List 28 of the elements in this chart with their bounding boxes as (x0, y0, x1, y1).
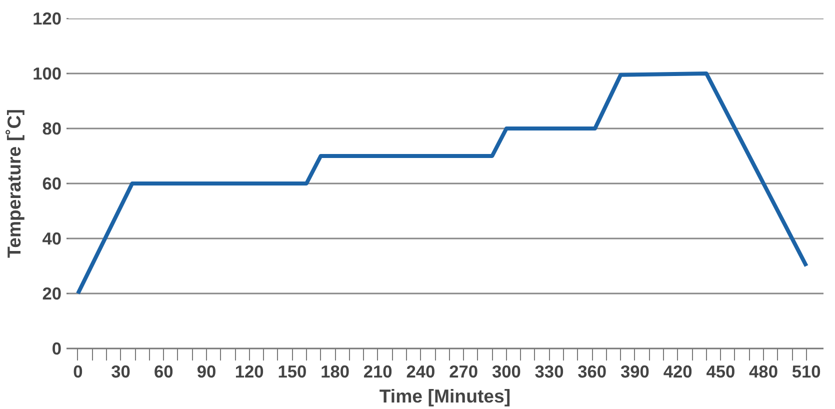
y-tick-label: 120 (32, 8, 62, 28)
x-tick-label: 60 (154, 362, 174, 382)
x-tick-label: 360 (578, 362, 607, 382)
x-tick-label: 390 (620, 362, 650, 382)
y-tick-label: 60 (42, 174, 62, 194)
x-tick-label: 300 (492, 362, 521, 382)
x-tick-label: 480 (749, 362, 778, 382)
x-tick-label: 150 (278, 362, 307, 382)
y-axis-title: Temperature [˚C] (4, 109, 25, 258)
x-tick-label: 330 (534, 362, 564, 382)
y-tick-label: 80 (42, 118, 62, 138)
x-axis-title: Time [Minutes] (379, 386, 511, 406)
x-tick-label: 30 (111, 362, 130, 382)
x-tick-label: 210 (363, 362, 392, 382)
x-tick-label: 90 (196, 362, 216, 382)
x-tick-label: 510 (792, 362, 821, 382)
x-tick-label: 420 (663, 362, 692, 382)
line-series (76, 72, 808, 296)
x-tick-label: 0 (73, 362, 83, 382)
y-tick-label: 100 (32, 64, 62, 84)
x-tick-label: 180 (320, 362, 350, 382)
x-tick-label: 450 (706, 362, 736, 382)
y-tick-label: 20 (42, 284, 62, 304)
x-tick-label: 270 (449, 362, 478, 382)
x-tick-label: 120 (234, 362, 264, 382)
y-tick-label: 40 (42, 228, 62, 248)
y-tick-label: 0 (52, 338, 62, 358)
x-tick-label: 240 (406, 362, 436, 382)
